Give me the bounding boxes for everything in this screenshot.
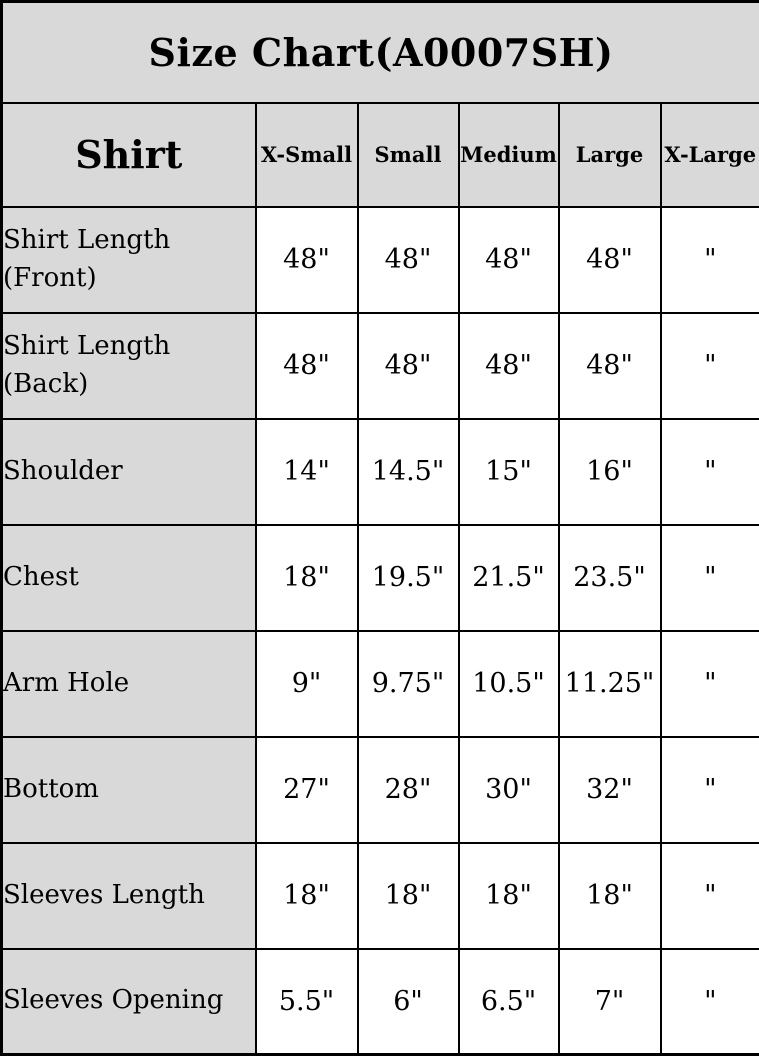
table-row-sleeves-length: Sleeves Length 18" 18" 18" 18" " (2, 843, 759, 949)
title-row: Size Chart(A0007SH) (2, 2, 759, 103)
table-row-shirt-length-back: Shirt Length (Back) 48" 48" 48" 48" " (2, 313, 759, 419)
cell-value: 14" (256, 419, 358, 525)
cell-value: " (661, 631, 759, 737)
cell-value: 15" (459, 419, 559, 525)
cell-value: " (661, 207, 759, 313)
row-label: Shoulder (2, 419, 256, 525)
cell-value: 18" (358, 843, 459, 949)
row-label: Chest (2, 525, 256, 631)
cell-value: 48" (358, 313, 459, 419)
cell-value: 10.5" (459, 631, 559, 737)
cell-value: " (661, 949, 759, 1055)
table-row-sleeves-opening: Sleeves Opening 5.5" 6" 6.5" 7" " (2, 949, 759, 1055)
cell-value: 11.25" (559, 631, 661, 737)
cell-value: 6" (358, 949, 459, 1055)
cell-value: 18" (256, 843, 358, 949)
table-row-bottom: Bottom 27" 28" 30" 32" " (2, 737, 759, 843)
cell-value: " (661, 313, 759, 419)
cell-value: 9" (256, 631, 358, 737)
table-row-chest: Chest 18" 19.5" 21.5" 23.5" " (2, 525, 759, 631)
cell-value: 32" (559, 737, 661, 843)
cell-value: 16" (559, 419, 661, 525)
cell-value: 48" (459, 207, 559, 313)
cell-value: 18" (559, 843, 661, 949)
cell-value: " (661, 843, 759, 949)
cell-value: 6.5" (459, 949, 559, 1055)
row-label: Sleeves Length (2, 843, 256, 949)
cell-value: 18" (256, 525, 358, 631)
cell-value: " (661, 737, 759, 843)
cell-value: 7" (559, 949, 661, 1055)
column-header-medium: Medium (459, 103, 559, 207)
table-row-shirt-length-front: Shirt Length (Front) 48" 48" 48" 48" " (2, 207, 759, 313)
corner-label: Shirt (2, 103, 256, 207)
cell-value: 19.5" (358, 525, 459, 631)
cell-value: 48" (559, 207, 661, 313)
chart-title: Size Chart(A0007SH) (2, 2, 759, 103)
cell-value: 30" (459, 737, 559, 843)
table-row-arm-hole: Arm Hole 9" 9.75" 10.5" 11.25" " (2, 631, 759, 737)
header-row: Shirt X-Small Small Medium Large X-Large (2, 103, 759, 207)
row-label: Bottom (2, 737, 256, 843)
cell-value: 21.5" (459, 525, 559, 631)
cell-value: 23.5" (559, 525, 661, 631)
cell-value: 5.5" (256, 949, 358, 1055)
column-header-large: Large (559, 103, 661, 207)
cell-value: 18" (459, 843, 559, 949)
cell-value: 14.5" (358, 419, 459, 525)
cell-value: " (661, 419, 759, 525)
cell-value: 9.75" (358, 631, 459, 737)
cell-value: " (661, 525, 759, 631)
cell-value: 48" (256, 207, 358, 313)
row-label: Sleeves Opening (2, 949, 256, 1055)
cell-value: 48" (559, 313, 661, 419)
row-label: Shirt Length (Front) (2, 207, 256, 313)
column-header-small: Small (358, 103, 459, 207)
cell-value: 28" (358, 737, 459, 843)
column-header-xlarge: X-Large (661, 103, 759, 207)
cell-value: 48" (358, 207, 459, 313)
row-label: Shirt Length (Back) (2, 313, 256, 419)
cell-value: 48" (256, 313, 358, 419)
cell-value: 27" (256, 737, 358, 843)
column-header-xsmall: X-Small (256, 103, 358, 207)
table-row-shoulder: Shoulder 14" 14.5" 15" 16" " (2, 419, 759, 525)
row-label: Arm Hole (2, 631, 256, 737)
cell-value: 48" (459, 313, 559, 419)
